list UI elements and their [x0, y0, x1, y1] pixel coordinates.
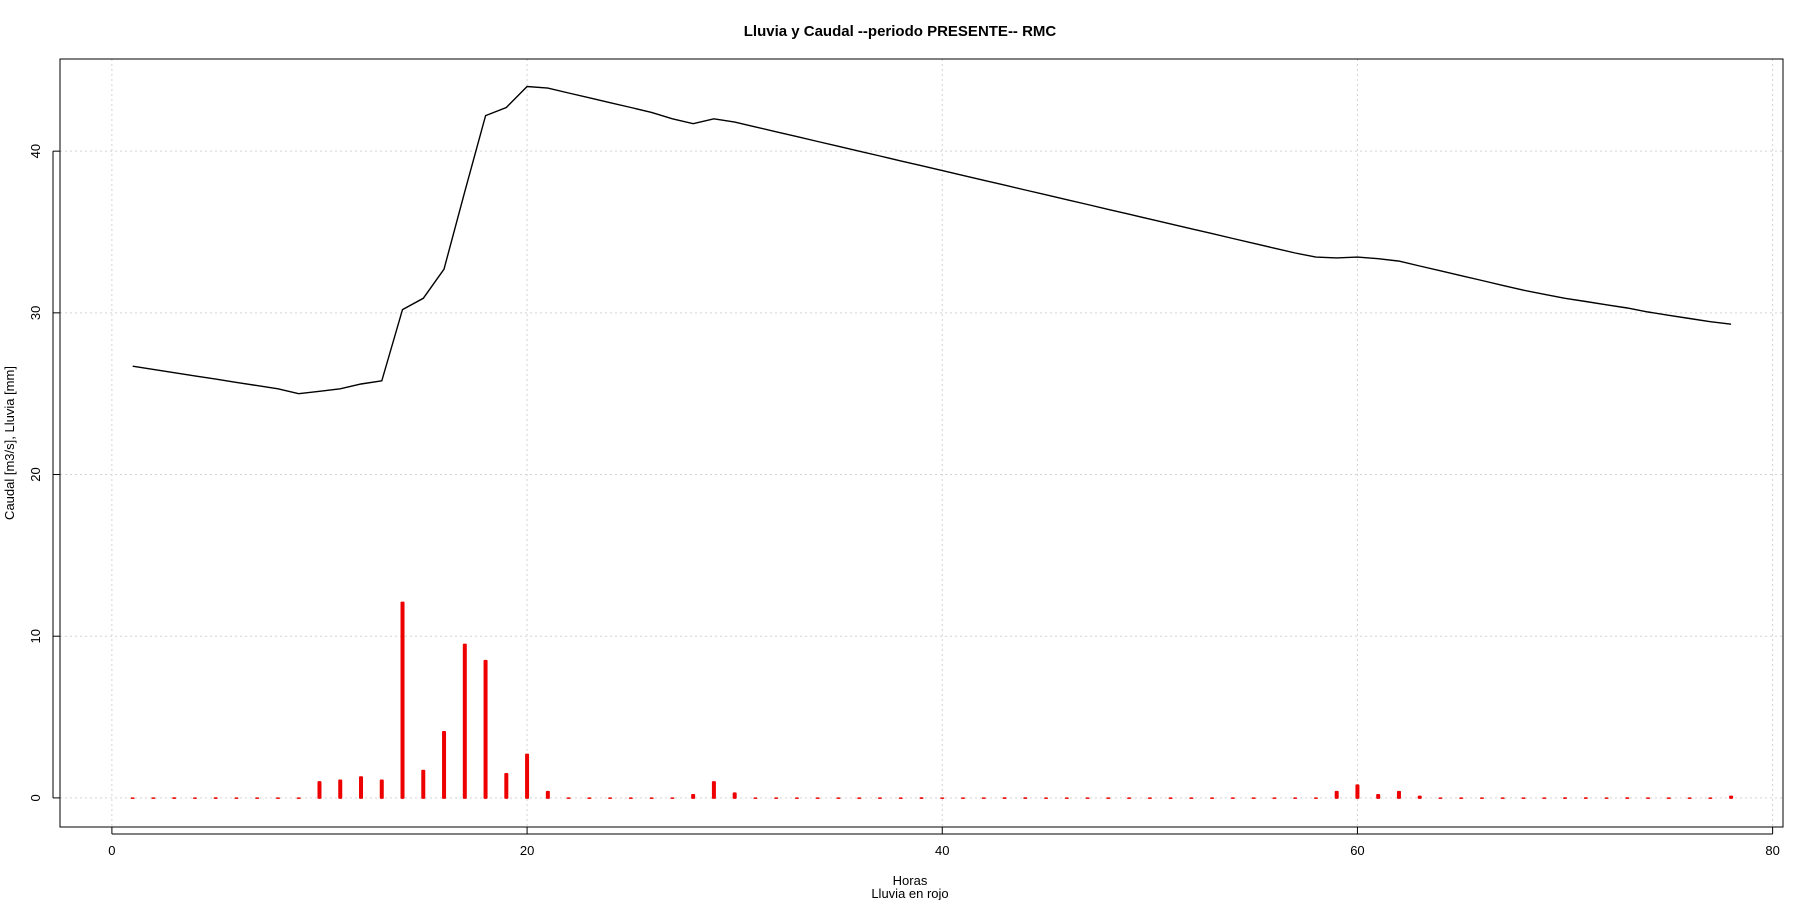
rain-bar: [1085, 797, 1090, 799]
rain-bar: [794, 797, 799, 799]
y-tick-label: 10: [28, 629, 43, 643]
x-tick-label: 40: [935, 843, 949, 858]
rain-bar: [1313, 797, 1318, 799]
rain-bar: [1064, 797, 1069, 799]
x-tick-label: 20: [520, 843, 534, 858]
rain-bar: [1729, 795, 1734, 799]
rain-bar: [732, 792, 737, 799]
y-tick-label: 40: [28, 144, 43, 158]
rain-bar: [151, 797, 156, 799]
rain-bar: [1625, 797, 1630, 799]
rain-bar: [628, 797, 633, 799]
x-tick-label: 80: [1765, 843, 1779, 858]
rain-bar: [1438, 797, 1443, 799]
plot-area: [130, 85, 1734, 799]
discharge-line: [132, 85, 1732, 395]
rain-bar: [1334, 790, 1339, 799]
rain-bar: [1396, 790, 1401, 799]
x-axis-title: Horas: [893, 873, 928, 888]
rain-bar: [504, 773, 509, 799]
rain-bar: [753, 797, 758, 799]
rain-bar: [1023, 797, 1028, 799]
rain-bar: [711, 781, 716, 799]
rain-bar: [400, 601, 405, 799]
rain-bar: [1417, 795, 1422, 799]
rain-bar: [275, 797, 280, 799]
rain-bar: [1044, 797, 1049, 799]
rain-bar: [1666, 797, 1671, 799]
rain-bar: [1521, 797, 1526, 799]
rain-bar: [525, 753, 530, 799]
rain-bar: [587, 797, 592, 799]
rain-bar: [1002, 797, 1007, 799]
rain-bar: [1604, 797, 1609, 799]
rain-bar: [483, 659, 488, 799]
rain-bar: [213, 797, 218, 799]
rain-bar: [1168, 797, 1173, 799]
rain-bar: [608, 797, 613, 799]
rain-bar: [1583, 797, 1588, 799]
rain-bar: [691, 794, 696, 799]
y-tick-label: 0: [28, 794, 43, 801]
rain-bar: [1189, 797, 1194, 799]
rain-bar: [815, 797, 820, 799]
rain-bar: [1251, 797, 1256, 799]
rain-bar: [255, 797, 260, 799]
rain-bar: [1646, 797, 1651, 799]
y-tick-label: 30: [28, 306, 43, 320]
rain-bar: [359, 776, 364, 799]
rain-bar: [379, 779, 384, 799]
rain-bar: [566, 797, 571, 799]
rain-bar: [192, 797, 197, 799]
rain-bar: [1272, 797, 1277, 799]
rain-bar: [421, 769, 426, 799]
rain-bar: [981, 797, 986, 799]
rain-bar: [172, 797, 177, 799]
rain-bar: [1147, 797, 1152, 799]
plot-frame: [59, 58, 1784, 828]
x-axis-subtitle: Lluvia en rojo: [871, 886, 948, 900]
rain-bar: [545, 790, 550, 799]
rain-bar: [1563, 797, 1568, 799]
rain-bar: [1127, 797, 1132, 799]
rain-bar: [1479, 797, 1484, 799]
rain-bar: [1106, 797, 1111, 799]
rain-bar: [774, 797, 779, 799]
rain-bar: [1293, 797, 1298, 799]
rain-bar: [1687, 797, 1692, 799]
rain-bar: [442, 730, 447, 799]
rain-bar: [130, 797, 135, 799]
rain-bar: [1230, 797, 1235, 799]
x-tick-label: 60: [1350, 843, 1364, 858]
x-tick-label: 0: [108, 843, 115, 858]
rain-bar: [1210, 797, 1215, 799]
y-tick-label: 20: [28, 467, 43, 481]
rain-bar: [1376, 794, 1381, 799]
axes: 0 20 40 60 80 0 10 20 30 40: [28, 144, 1780, 858]
rain-bar: [296, 797, 301, 799]
rain-bar: [898, 797, 903, 799]
rain-bar: [940, 797, 945, 799]
rain-bar: [919, 797, 924, 799]
y-axis-title: Caudal [m3/s], Lluvia [mm]: [2, 366, 17, 520]
grid: [60, 59, 1783, 827]
rain-bar: [857, 797, 862, 799]
rain-bar: [1355, 784, 1360, 799]
chart-title: Lluvia y Caudal --periodo PRESENTE-- RMC: [744, 23, 1057, 40]
rain-bar: [649, 797, 654, 799]
rain-bar: [1542, 797, 1547, 799]
rain-bar: [317, 781, 322, 799]
rain-bar: [1500, 797, 1505, 799]
rain-bar: [462, 643, 467, 799]
rain-bar: [877, 797, 882, 799]
rain-bar: [670, 797, 675, 799]
rain-bar: [1459, 797, 1464, 799]
rain-bar: [1708, 797, 1713, 799]
rain-bar: [836, 797, 841, 799]
rain-bar: [338, 779, 343, 799]
rain-bar: [234, 797, 239, 799]
rain-bar: [961, 797, 966, 799]
